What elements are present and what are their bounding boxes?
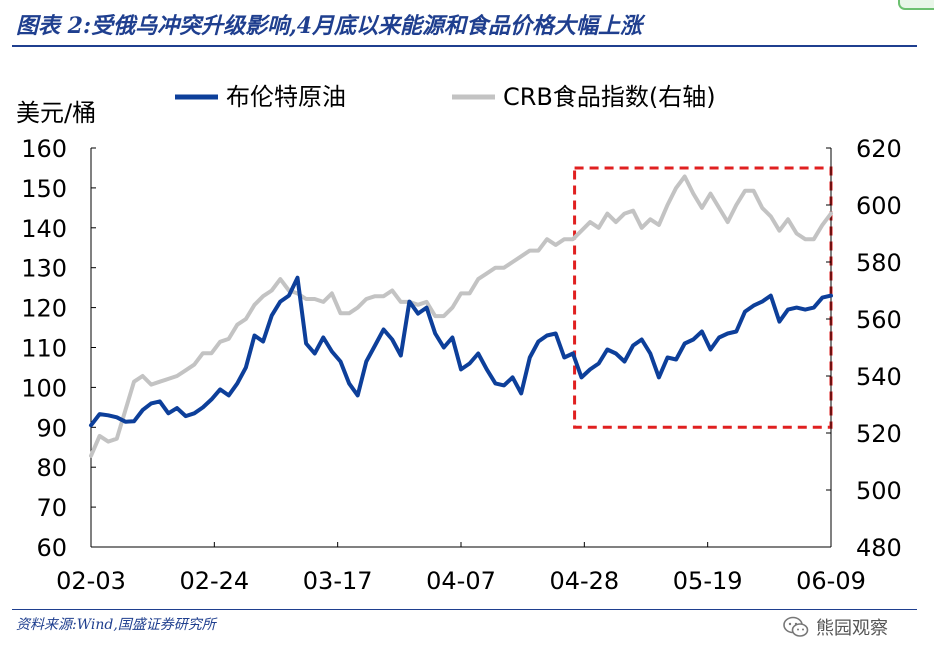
left-tick-label: 140	[21, 215, 67, 243]
x-tick-label: 04-28	[549, 567, 619, 595]
x-tick-label: 04-07	[426, 567, 496, 595]
right-tick-label: 560	[856, 306, 902, 334]
watermark-text: 熊园观察	[816, 618, 888, 639]
left-axis-title: 美元/桶	[16, 99, 96, 127]
left-tick-label: 120	[21, 295, 67, 323]
left-tick-label: 130	[21, 255, 67, 283]
right-tick-label: 620	[856, 135, 902, 163]
left-tick-label: 110	[21, 335, 67, 363]
right-tick-label: 500	[856, 477, 902, 505]
left-tick-label: 150	[21, 175, 67, 203]
wechat-icon	[783, 616, 809, 637]
right-tick-label: 540	[856, 363, 902, 391]
source-note: 资料来源:Wind,国盛证券研究所	[16, 617, 216, 633]
corner-badge	[898, 0, 934, 10]
right-tick-label: 480	[856, 534, 902, 562]
left-tick-label: 100	[21, 374, 67, 402]
watermark: 熊园观察	[782, 612, 888, 642]
x-tick-label: 06-09	[796, 567, 866, 595]
left-tick-label: 70	[36, 494, 67, 522]
right-tick-label: 580	[856, 249, 902, 277]
highlight-box	[573, 166, 833, 429]
left-tick-label: 160	[21, 135, 67, 163]
x-tick-label: 03-17	[303, 567, 373, 595]
title-divider	[12, 45, 917, 47]
footer-divider	[12, 609, 917, 610]
page-title: 图表 2:受俄乌冲突升级影响,4月底以来能源和食品价格大幅上涨	[16, 13, 643, 39]
left-tick-label: 60	[36, 534, 67, 562]
left-tick-label: 80	[36, 454, 67, 482]
left-tick-label: 90	[36, 414, 67, 442]
x-tick-label: 02-03	[56, 567, 126, 595]
right-tick-label: 600	[856, 192, 902, 220]
series-line-crb	[89, 174, 833, 458]
series-line-brent	[89, 275, 833, 428]
x-tick-label: 02-24	[179, 567, 249, 595]
legend-label-crb: CRB食品指数(右轴)	[503, 83, 716, 111]
x-tick-label: 05-19	[673, 567, 743, 595]
right-tick-label: 520	[856, 420, 902, 448]
legend-label-brent: 布伦特原油	[226, 83, 346, 111]
